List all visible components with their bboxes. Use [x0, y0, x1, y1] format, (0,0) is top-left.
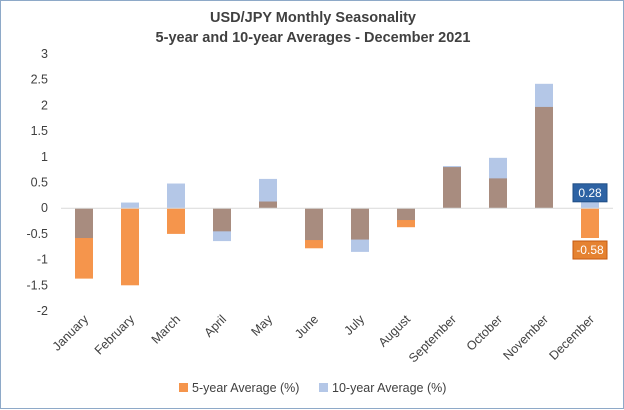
bar-5yr-february — [121, 208, 139, 286]
bar-overlap-may — [259, 201, 277, 209]
data-label-box-5yr — [572, 240, 608, 260]
y-tick-2-5: 2.5 — [31, 73, 48, 87]
x-tick-august: August — [376, 312, 414, 350]
legend-label-5yr: 5-year Average (%) — [192, 381, 299, 395]
legend-swatch-5yr — [179, 383, 188, 392]
y-tick-3: 3 — [41, 47, 48, 61]
y-tick--1: -1 — [37, 253, 48, 267]
x-tick-september: September — [406, 312, 459, 365]
y-axis: -2 -1.5 -1 -0.5 0 0.5 1 1.5 2 2.5 3 — [26, 47, 48, 318]
bar-10yr-march — [167, 183, 185, 209]
y-tick--1-5: -1.5 — [26, 278, 48, 292]
bar-overlap-october — [489, 178, 507, 209]
bar-10yr-february — [121, 202, 139, 209]
x-tick-may: May — [249, 312, 276, 339]
bar-overlap-june — [305, 208, 323, 241]
x-tick-january: January — [50, 312, 92, 354]
data-label-10yr: 0.28 — [578, 186, 602, 200]
x-tick-july: July — [341, 312, 367, 338]
bar-overlap-august — [397, 208, 415, 221]
y-tick-1-5: 1.5 — [31, 124, 48, 138]
bar-overlap-september — [443, 167, 461, 209]
x-tick-march: March — [149, 312, 183, 346]
legend-swatch-10yr — [319, 383, 328, 392]
y-tick-2: 2 — [41, 98, 48, 112]
data-label-5yr: -0.58 — [576, 243, 604, 257]
bar-5yr-march — [167, 208, 185, 234]
legend-label-10yr: 10-year Average (%) — [332, 381, 446, 395]
x-tick-june: June — [292, 312, 321, 341]
x-tick-april: April — [202, 312, 230, 340]
bars — [75, 83, 599, 286]
legend: 5-year Average (%) 10-year Average (%) — [179, 381, 446, 395]
data-label-box-10yr — [572, 183, 608, 203]
chart-subtitle: 5-year and 10-year Averages - December 2… — [156, 30, 471, 46]
y-tick-0: 0 — [41, 201, 48, 215]
x-tick-november: November — [500, 312, 551, 363]
y-tick-1: 1 — [41, 150, 48, 164]
bar-overlap-july — [351, 208, 369, 240]
x-tick-october: October — [464, 312, 505, 353]
bar-overlap-january — [75, 208, 93, 239]
y-tick--0-5: -0.5 — [26, 227, 48, 241]
bar-overlap-april — [213, 208, 231, 232]
bar-5yr-december — [581, 208, 599, 239]
chart-title: USD/JPY Monthly Seasonality — [210, 10, 416, 26]
data-labels: 0.28 -0.58 — [572, 183, 608, 260]
x-tick-february: February — [92, 312, 138, 358]
bar-10yr-may — [259, 178, 277, 209]
x-tick-december: December — [546, 312, 597, 363]
bar-overlap-november — [535, 106, 553, 209]
y-tick--2: -2 — [37, 304, 48, 318]
y-tick-0-5: 0.5 — [31, 176, 48, 190]
